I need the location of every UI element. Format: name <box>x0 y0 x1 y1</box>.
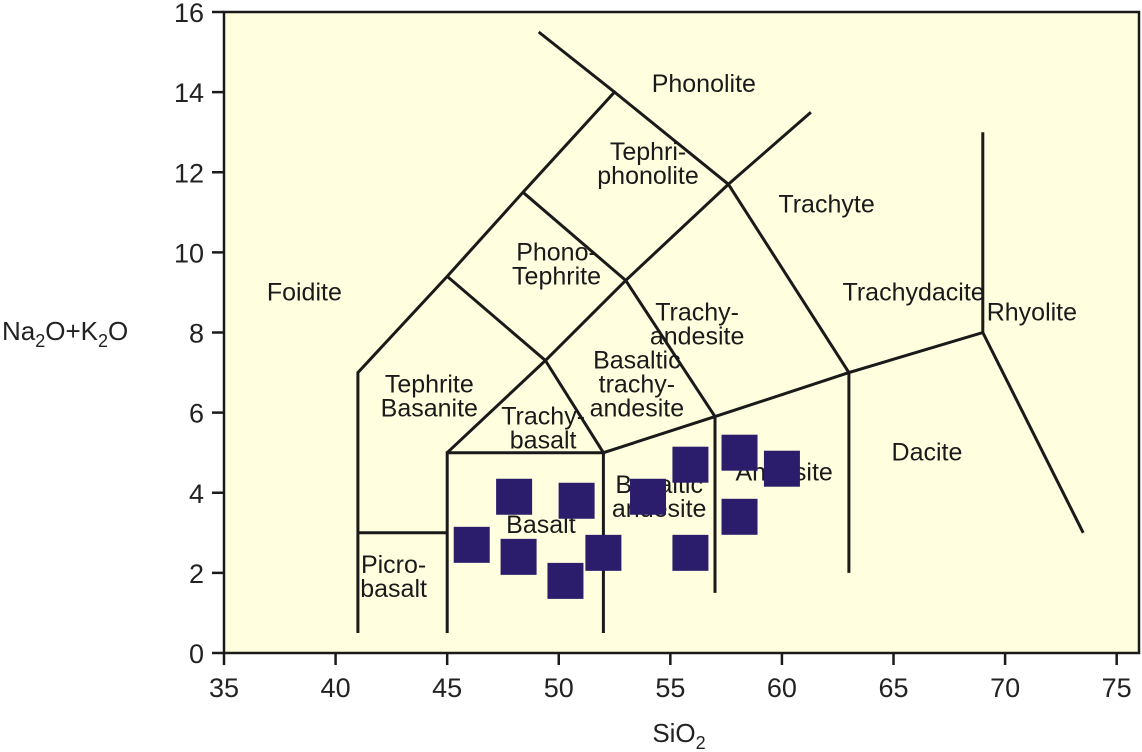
boundary-line-11 <box>522 191 627 282</box>
x-tick-label: 50 <box>544 673 574 703</box>
y-tick-label: 16 <box>174 0 204 28</box>
field-label: Trachydacite <box>843 278 985 306</box>
field-boundaries <box>356 30 1085 633</box>
x-tick-label: 60 <box>767 673 797 703</box>
x-tick-label: 45 <box>432 673 462 703</box>
y-tick-label: 4 <box>189 479 204 509</box>
tick-labels: 35 40 45 50 55 60 65 70 75 0 2 4 6 8 10 12 14 16 <box>174 0 1132 703</box>
data-point <box>721 434 758 471</box>
x-tick-label: 40 <box>321 673 351 703</box>
x-tick-label: 65 <box>878 673 908 703</box>
field-label: Phonolite <box>652 70 756 98</box>
boundary-line-9 <box>624 279 717 418</box>
field-label: Phono-Tephrite <box>512 238 601 290</box>
data-point <box>763 450 800 487</box>
data-point <box>721 498 758 535</box>
boundary-line-8 <box>544 359 605 454</box>
field-label: Rhyolite <box>987 298 1077 326</box>
y-tick-label: 6 <box>189 399 204 429</box>
data-point <box>672 446 709 483</box>
field-label: Tephrite Basanite <box>381 371 478 423</box>
x-axis-title: SiO2 <box>652 718 705 752</box>
data-point <box>547 562 584 599</box>
y-tick-label: 14 <box>174 78 204 108</box>
axis-ticks <box>212 10 1118 665</box>
y-tick-label: 12 <box>174 158 204 188</box>
boundary-line-10 <box>446 275 547 362</box>
boundary-line-12 <box>537 30 616 94</box>
field-label: Picro-basalt <box>360 551 427 603</box>
y-tick-label: 0 <box>189 639 204 669</box>
y-tick-label: 8 <box>189 319 204 349</box>
field-label: Foidite <box>267 278 342 306</box>
data-point <box>453 526 490 563</box>
field-label: Tephri-phonolite <box>597 138 698 190</box>
data-point <box>558 482 595 519</box>
field-label: Basaltic trachy-andesite <box>590 347 685 423</box>
field-label: Trachyte <box>778 190 874 218</box>
boundary-line-6 <box>981 331 1085 534</box>
data-point <box>500 538 537 575</box>
x-tick-label: 35 <box>209 673 239 703</box>
field-label: Trachy-andesite <box>650 298 745 350</box>
data-point <box>496 478 533 515</box>
data-point <box>630 478 667 515</box>
y-axis-title: Na2O+K2O <box>2 316 128 351</box>
y-tick-label: 2 <box>189 559 204 589</box>
x-tick-label: 70 <box>990 673 1020 703</box>
data-point <box>672 534 709 571</box>
x-tick-label: 75 <box>1102 673 1132 703</box>
field-label: Dacite <box>892 439 963 467</box>
data-points <box>453 434 800 599</box>
x-tick-label: 55 <box>655 673 685 703</box>
y-tick-label: 10 <box>174 238 204 268</box>
field-label: Trachy-basalt <box>501 403 585 455</box>
data-point <box>585 534 622 571</box>
